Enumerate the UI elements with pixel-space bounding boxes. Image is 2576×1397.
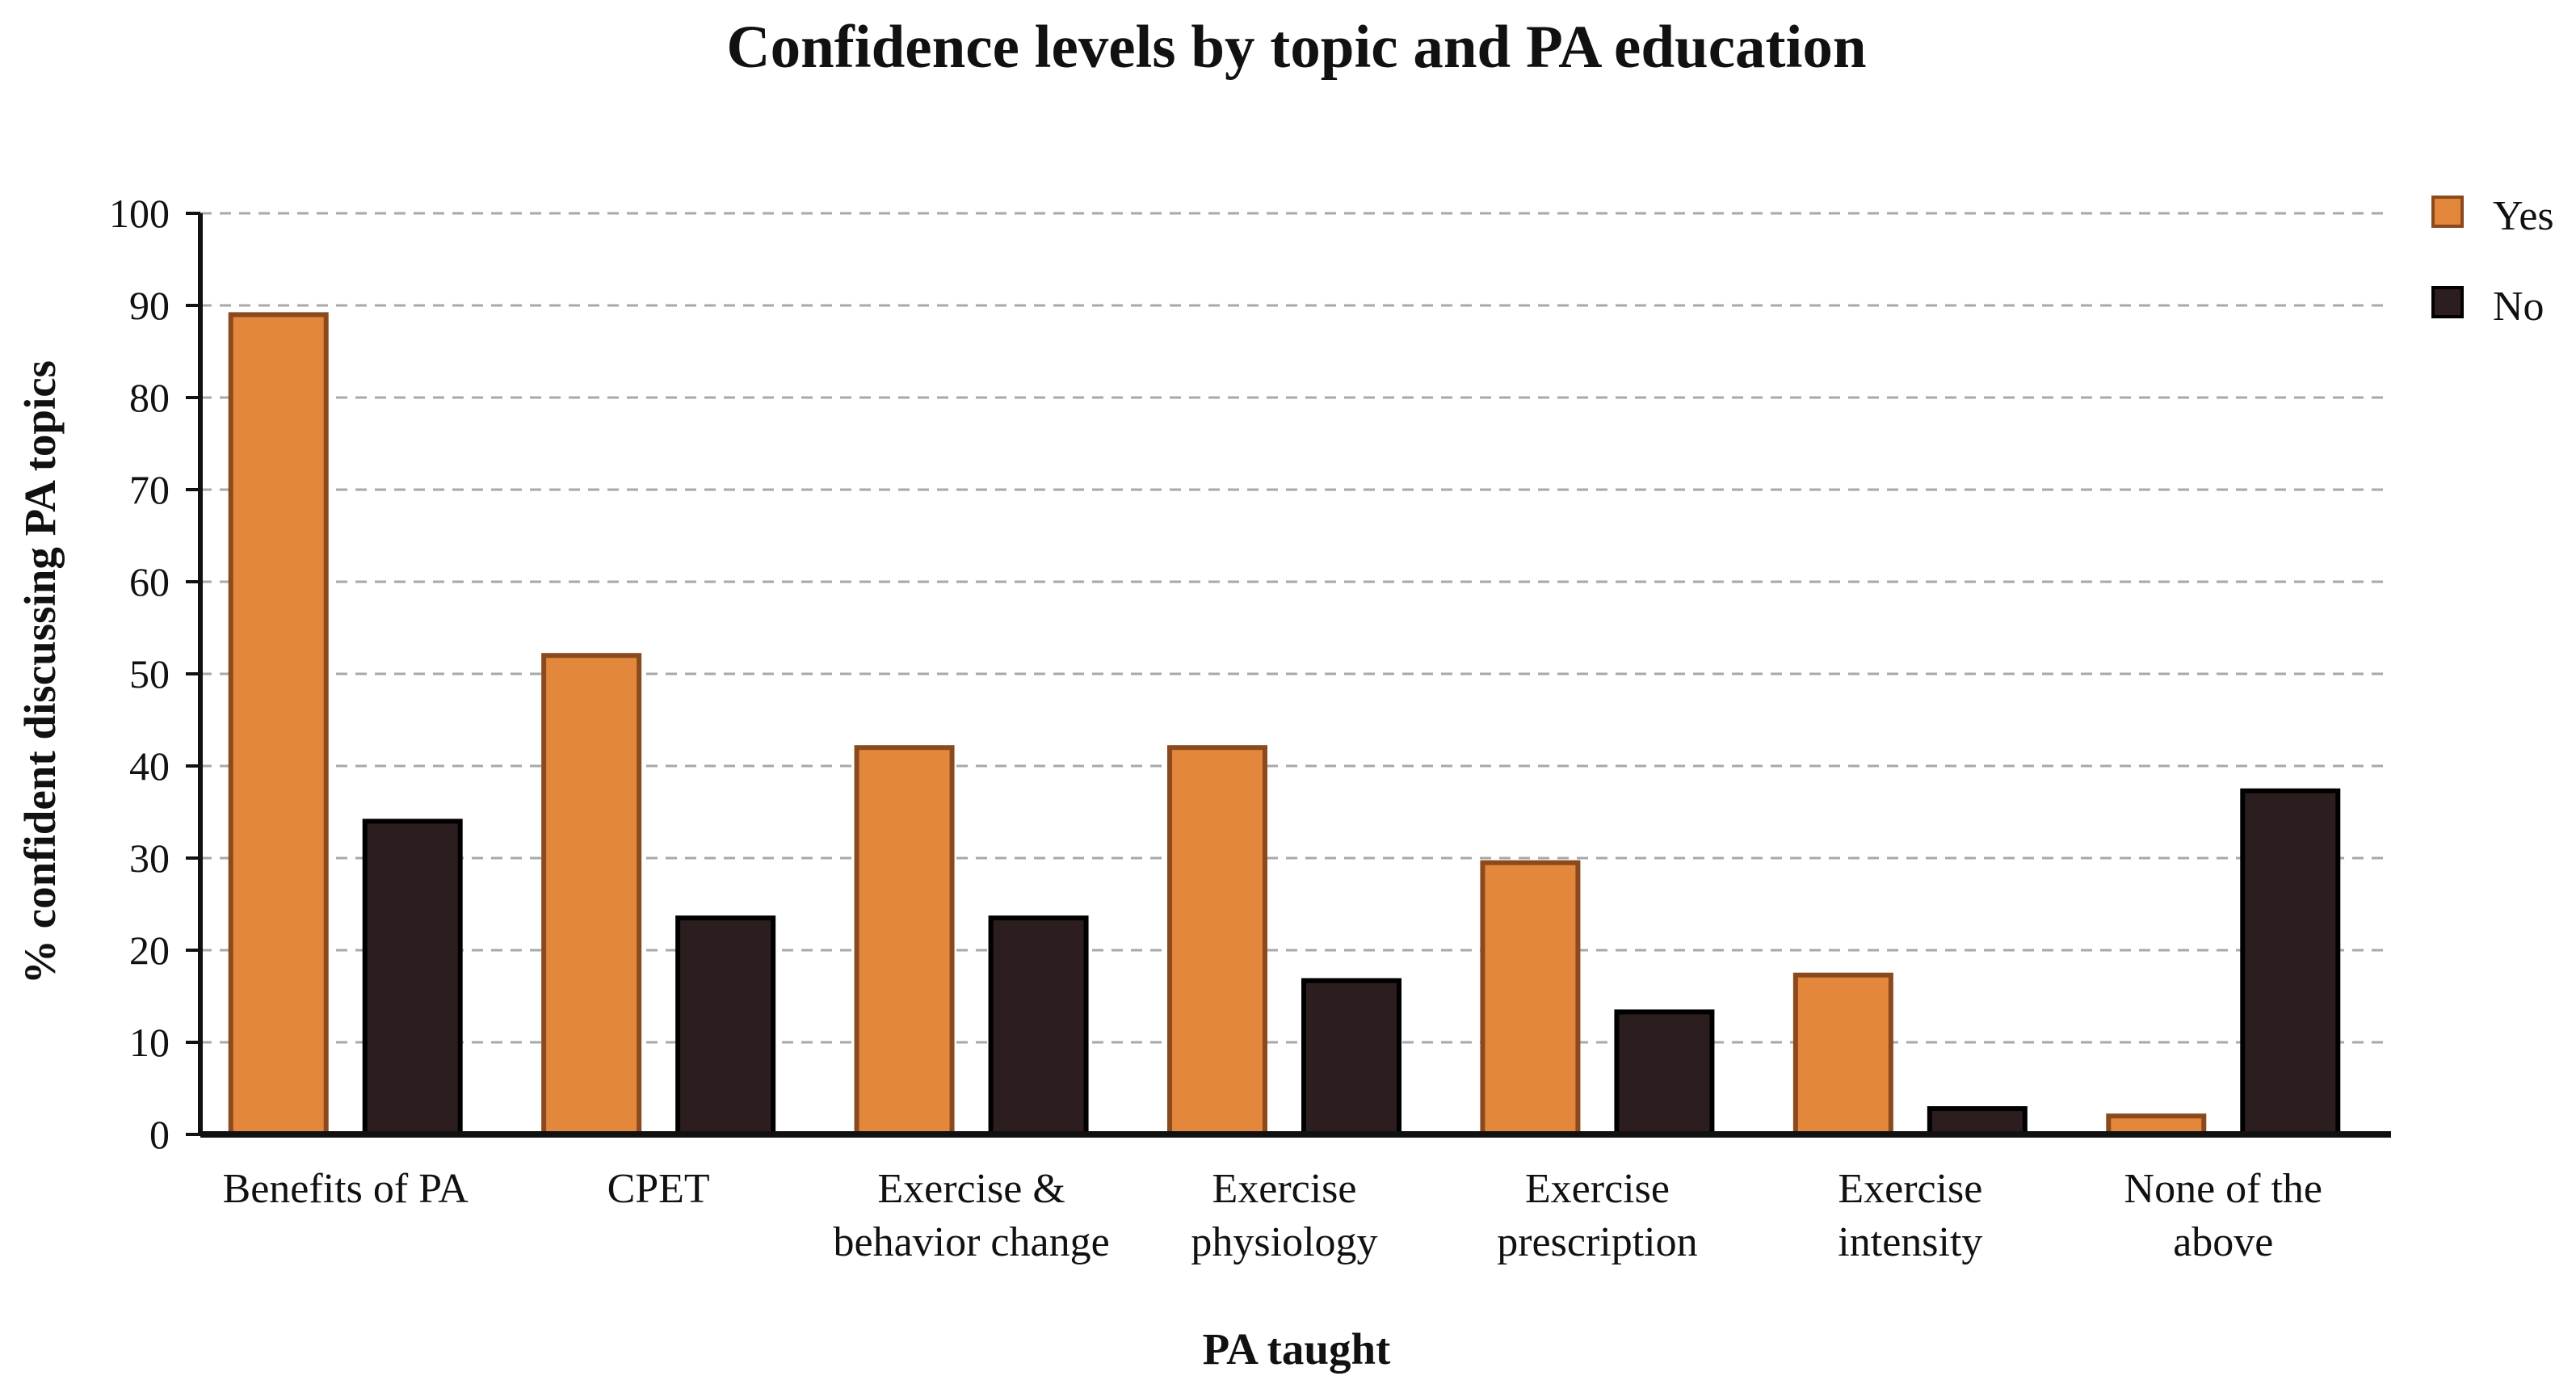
y-tick-label: 90 xyxy=(129,283,170,328)
x-category-label: Exercise & behavior change xyxy=(833,1166,1109,1265)
bar-yes-1 xyxy=(541,653,642,1137)
x-category-label: Exercise intensity xyxy=(1838,1166,1982,1265)
gridlines xyxy=(200,212,2391,1044)
y-tick-label: 30 xyxy=(129,835,170,881)
x-category-label: Exercise prescription xyxy=(1497,1166,1697,1265)
legend-swatch-no xyxy=(2431,286,2464,318)
x-category-label-line: Exercise & xyxy=(877,1166,1065,1212)
bar-no-0 xyxy=(362,818,463,1138)
y-tick-label: 100 xyxy=(109,191,170,236)
y-tick-label: 20 xyxy=(129,928,170,973)
chart-title: Confidence levels by topic and PA educat… xyxy=(726,14,1866,81)
bar-no-2 xyxy=(988,915,1089,1137)
x-axis-title: PA taught xyxy=(1203,1324,1391,1374)
y-axis-ticks: 0 10 20 30 40 50 60 70 80 90 100 xyxy=(109,191,200,1157)
x-category-label: Exercise physiology xyxy=(1191,1166,1377,1265)
y-tick-label: 60 xyxy=(129,559,170,604)
x-category-label-line: Exercise xyxy=(1212,1166,1356,1212)
x-category-label-line: intensity xyxy=(1838,1219,1982,1265)
x-category-label-line: Benefits of PA xyxy=(223,1166,469,1212)
bars xyxy=(228,312,2341,1138)
legend: Yes No xyxy=(2431,193,2554,330)
legend-swatch-yes xyxy=(2431,196,2464,228)
x-category-label-line: Exercise xyxy=(1838,1166,1982,1212)
y-axis-title: % confident discussing PA topics xyxy=(15,360,65,984)
bar-no-3 xyxy=(1301,978,1401,1137)
x-axis-categories: Benefits of PA CPET Exercise & behavior cha… xyxy=(223,1166,2322,1265)
bar-yes-0 xyxy=(228,312,329,1137)
y-tick-label: 50 xyxy=(129,651,170,696)
legend-label-no: No xyxy=(2493,284,2544,330)
x-category-label: CPET xyxy=(607,1166,710,1212)
x-category-label-line: CPET xyxy=(607,1166,710,1212)
bar-no-6 xyxy=(2240,788,2341,1138)
y-tick-label: 70 xyxy=(129,467,170,512)
x-category-label-line: physiology xyxy=(1191,1219,1377,1265)
bar-no-5 xyxy=(1927,1106,2028,1137)
x-category-label-line: Exercise xyxy=(1525,1166,1670,1212)
bar-yes-3 xyxy=(1167,745,1267,1137)
y-tick-label: 10 xyxy=(129,1020,170,1065)
bar-no-4 xyxy=(1614,1009,1715,1137)
bar-yes-5 xyxy=(1792,972,1893,1138)
x-category-label-line: above xyxy=(2173,1219,2273,1265)
x-category-label-line: behavior change xyxy=(833,1219,1109,1265)
x-category-label: Benefits of PA xyxy=(223,1166,469,1212)
x-category-label-line: None of the xyxy=(2124,1166,2322,1212)
bar-yes-4 xyxy=(1480,860,1581,1137)
y-tick-label: 80 xyxy=(129,375,170,420)
y-tick-label: 40 xyxy=(129,743,170,789)
y-tick-label: 0 xyxy=(149,1112,170,1157)
legend-label-yes: Yes xyxy=(2493,193,2554,239)
x-category-label: None of the above xyxy=(2124,1166,2322,1265)
x-category-label-line: prescription xyxy=(1497,1219,1697,1265)
bar-no-1 xyxy=(675,915,776,1137)
bar-yes-2 xyxy=(854,745,955,1137)
